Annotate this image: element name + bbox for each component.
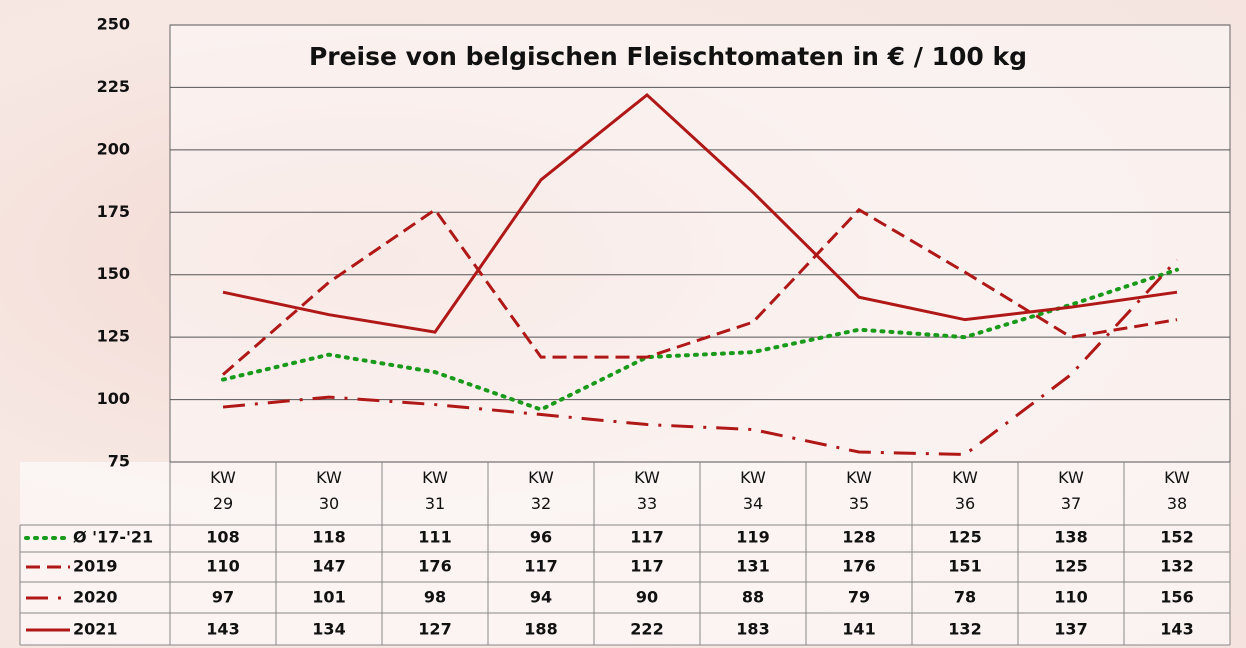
y-tick-label: 75 [108, 452, 130, 471]
table-value: 125 [1054, 557, 1087, 576]
x-tick-label: KW 31 [422, 468, 448, 513]
table-value: 176 [418, 557, 451, 576]
table-value: 90 [636, 588, 658, 607]
table-value: 88 [742, 588, 764, 607]
x-tick-label: KW 38 [1164, 468, 1190, 513]
table-value: 117 [630, 528, 663, 547]
table-value: 156 [1160, 588, 1193, 607]
y-tick-label: 250 [97, 15, 130, 34]
table-value: 127 [418, 620, 451, 639]
table-value: 110 [206, 557, 239, 576]
table-value: 176 [842, 557, 875, 576]
table-value: 143 [206, 620, 239, 639]
table-value: 98 [424, 588, 446, 607]
table-value: 132 [948, 620, 981, 639]
legend-label: 2021 [73, 620, 118, 639]
table-value: 108 [206, 528, 239, 547]
table-value: 147 [312, 557, 345, 576]
table-value: 132 [1160, 557, 1193, 576]
table-value: 141 [842, 620, 875, 639]
table-value: 143 [1160, 620, 1193, 639]
table-value: 128 [842, 528, 875, 547]
table-value: 111 [418, 528, 451, 547]
series-line [222, 92, 1178, 334]
table-value: 96 [530, 528, 552, 547]
legend-label: 2020 [73, 588, 118, 607]
table-area [20, 462, 1230, 645]
chart-title: Preise von belgischen Fleischtomaten in … [309, 42, 1027, 71]
table-value: 151 [948, 557, 981, 576]
legend-label: 2019 [73, 557, 118, 576]
x-tick-label: KW 36 [952, 468, 978, 513]
table-value: 134 [312, 620, 345, 639]
table-value: 152 [1160, 528, 1193, 547]
y-tick-label: 150 [97, 264, 130, 283]
table-value: 79 [848, 588, 870, 607]
table-value: 94 [530, 588, 552, 607]
table-value: 138 [1054, 528, 1087, 547]
table-value: 222 [630, 620, 663, 639]
series-line [221, 267, 1179, 412]
table-value: 101 [312, 588, 345, 607]
table-value: 117 [524, 557, 557, 576]
table-value: 110 [1054, 588, 1087, 607]
table-value: 117 [630, 557, 663, 576]
series-line [222, 258, 1179, 457]
table-value: 137 [1054, 620, 1087, 639]
table-value: 78 [954, 588, 976, 607]
x-tick-label: KW 29 [210, 468, 236, 513]
x-tick-label: KW 34 [740, 468, 766, 513]
legend-label: Ø '17-'21 [73, 528, 153, 547]
y-tick-label: 175 [97, 202, 130, 221]
x-tick-label: KW 37 [1058, 468, 1084, 513]
table-value: 131 [736, 557, 769, 576]
x-tick-label: KW 32 [528, 468, 554, 513]
x-tick-label: KW 30 [316, 468, 342, 513]
table-value: 119 [736, 528, 769, 547]
table-value: 125 [948, 528, 981, 547]
y-tick-label: 225 [97, 77, 130, 96]
table-value: 118 [312, 528, 345, 547]
table-value: 188 [524, 620, 557, 639]
x-tick-label: KW 33 [634, 468, 660, 513]
table-value: 97 [212, 588, 234, 607]
y-tick-label: 200 [97, 139, 130, 158]
series-line [222, 207, 1178, 376]
y-tick-label: 100 [97, 389, 130, 408]
y-tick-label: 125 [97, 327, 130, 346]
table-value: 183 [736, 620, 769, 639]
x-tick-label: KW 35 [846, 468, 872, 513]
